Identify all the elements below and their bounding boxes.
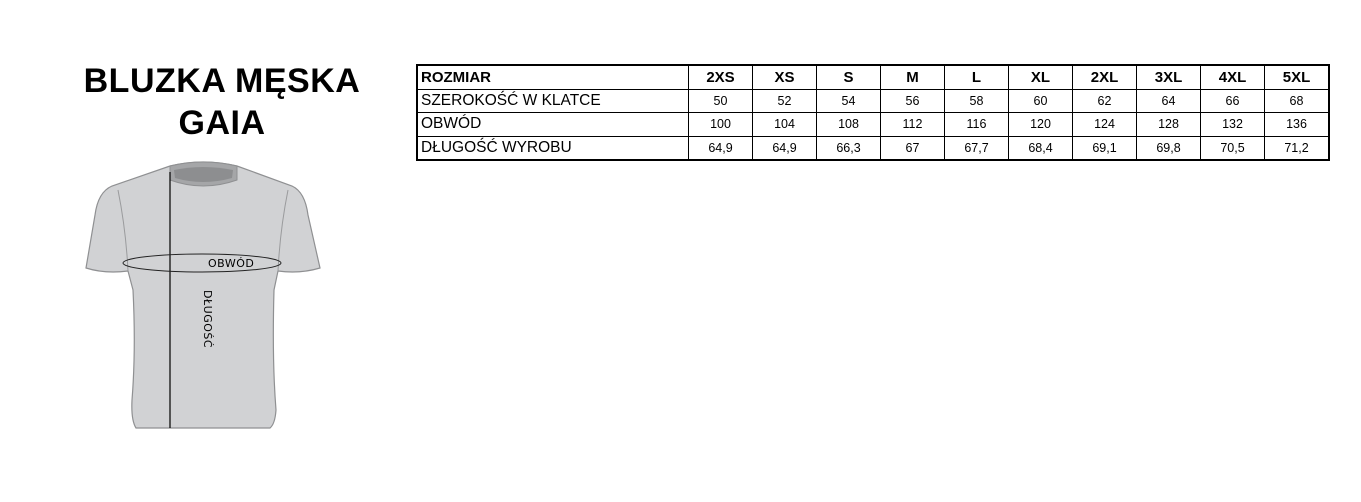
table-cell: 66,3	[816, 135, 881, 161]
table-cell: 116	[944, 112, 1009, 137]
table-cell: 100	[688, 112, 753, 137]
table-cell: 71,2	[1264, 135, 1330, 161]
table-cell: 70,5	[1200, 135, 1265, 161]
table-cell: 52	[752, 88, 817, 113]
size-header: L	[944, 64, 1009, 90]
table-cell: 69,1	[1072, 135, 1137, 161]
table-cell: 132	[1200, 112, 1265, 137]
row-label: SZEROKOŚĆ W KLATCE	[416, 88, 689, 113]
size-header: M	[880, 64, 945, 90]
table-row: DŁUGOŚĆ WYROBU 64,9 64,9 66,3 67 67,7 68,4 69,1…	[416, 135, 1330, 161]
table-cell: 128	[1136, 112, 1201, 137]
tshirt-measurement-diagram: OBWÓD DŁUGOŚĆ	[85, 161, 321, 429]
table-cell: 54	[816, 88, 881, 113]
size-header: 5XL	[1264, 64, 1330, 90]
size-header: 3XL	[1136, 64, 1201, 90]
size-header: XL	[1008, 64, 1073, 90]
table-cell: 108	[816, 112, 881, 137]
table-cell: 104	[752, 112, 817, 137]
length-label: DŁUGOŚĆ	[201, 290, 214, 348]
table-cell: 67,7	[944, 135, 1009, 161]
table-cell: 136	[1264, 112, 1330, 137]
table-cell: 68	[1264, 88, 1330, 113]
table-cell: 124	[1072, 112, 1137, 137]
table-cell: 120	[1008, 112, 1073, 137]
table-cell: 68,4	[1008, 135, 1073, 161]
table-cell: 64,9	[688, 135, 753, 161]
tshirt-shape	[85, 161, 321, 429]
title-line-1: BLUZKA MĘSKA	[83, 62, 361, 100]
table-cell: 62	[1072, 88, 1137, 113]
size-header: 4XL	[1200, 64, 1265, 90]
table-cell: 64,9	[752, 135, 817, 161]
table-cell: 64	[1136, 88, 1201, 113]
table-cell: 112	[880, 112, 945, 137]
size-header: XS	[752, 64, 817, 90]
size-header: 2XL	[1072, 64, 1137, 90]
size-header: S	[816, 64, 881, 90]
table-header-row: ROZMIAR 2XS XS S M L XL 2XL 3XL 4XL 5XL	[416, 64, 1330, 90]
table-cell: 67	[880, 135, 945, 161]
table-cell: 69,8	[1136, 135, 1201, 161]
table-cell: 56	[880, 88, 945, 113]
girth-label: OBWÓD	[208, 257, 254, 270]
girth-ellipse	[122, 253, 282, 273]
title-line-2: GAIA	[178, 104, 266, 142]
row-label: DŁUGOŚĆ WYROBU	[416, 135, 689, 161]
size-table: ROZMIAR 2XS XS S M L XL 2XL 3XL 4XL 5XL SZEROKOŚĆ W…	[416, 64, 1330, 161]
product-title: BLUZKA MĘSKA GAIA	[62, 60, 382, 144]
table-cell: 50	[688, 88, 753, 113]
table-cell: 60	[1008, 88, 1073, 113]
header-label: ROZMIAR	[416, 64, 689, 90]
table-row: OBWÓD 100 104 108 112 116 120 124 128 132 136	[416, 112, 1330, 137]
table-cell: 66	[1200, 88, 1265, 113]
row-label: OBWÓD	[416, 112, 689, 137]
size-header: 2XS	[688, 64, 753, 90]
table-cell: 58	[944, 88, 1009, 113]
table-row: SZEROKOŚĆ W KLATCE 50 52 54 56 58 60 62 64 66 68	[416, 88, 1330, 113]
